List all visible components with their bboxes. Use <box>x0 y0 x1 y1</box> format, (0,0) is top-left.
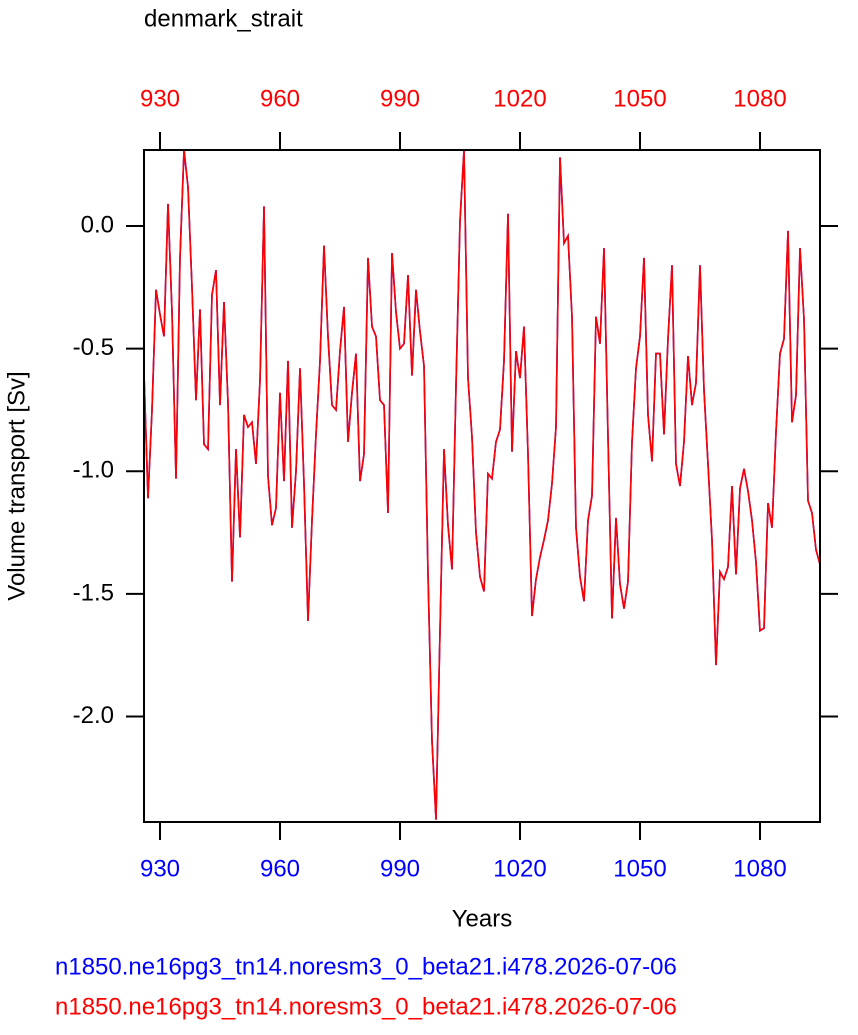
y-tick-label: -1.5 <box>73 579 114 606</box>
x-tick-label: 930 <box>140 855 180 882</box>
y-tick-label: -2.0 <box>73 702 114 729</box>
legend-entry: n1850.ne16pg3_tn14.noresm3_0_beta21.i478… <box>55 953 677 980</box>
x2-tick-label: 930 <box>140 85 180 112</box>
y-tick-label: -0.5 <box>73 334 114 361</box>
chart-title: denmark_strait <box>144 5 303 32</box>
y-tick-label: 0.0 <box>81 211 114 238</box>
x2-tick-label: 960 <box>260 85 300 112</box>
x-tick-label: 960 <box>260 855 300 882</box>
y-axis-label: Volume transport [Sv] <box>3 371 30 600</box>
x2-tick-label: 1080 <box>733 85 786 112</box>
x2-tick-label: 1050 <box>613 85 666 112</box>
x-tick-label: 1050 <box>613 855 666 882</box>
legend-entry: n1850.ne16pg3_tn14.noresm3_0_beta21.i478… <box>55 993 677 1020</box>
data-line <box>143 149 821 820</box>
x-tick-label: 1080 <box>733 855 786 882</box>
plot-frame <box>143 149 821 823</box>
x-axis-label: Years <box>452 905 513 932</box>
data-line <box>143 149 821 820</box>
x2-tick-label: 990 <box>380 85 420 112</box>
x-tick-label: 990 <box>380 855 420 882</box>
x2-tick-label: 1020 <box>493 85 546 112</box>
y-tick-label: -1.0 <box>73 457 114 484</box>
x-tick-label: 1020 <box>493 855 546 882</box>
